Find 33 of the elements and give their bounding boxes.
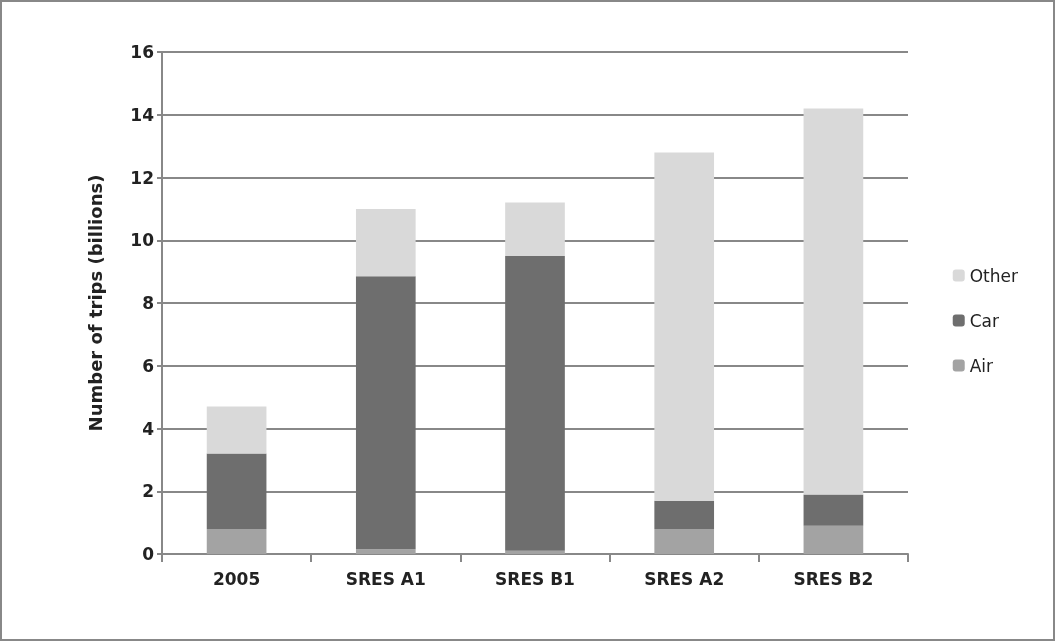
x-tick-label: SRES A1 xyxy=(345,568,426,589)
bar xyxy=(505,255,565,551)
bar xyxy=(355,276,416,550)
y-tick-label: 4 xyxy=(142,418,155,439)
y-axis-title: Number of trips (billions) xyxy=(84,174,106,432)
bar xyxy=(355,208,416,277)
bar xyxy=(505,550,565,554)
y-tick-label: 10 xyxy=(130,230,155,251)
bar xyxy=(206,453,267,529)
legend-label: Air xyxy=(969,355,994,376)
y-tick-label: 0 xyxy=(142,544,155,564)
bar xyxy=(654,500,715,529)
bar xyxy=(654,152,715,501)
y-tick-label: 16 xyxy=(130,42,154,62)
x-tick-label: 2005 xyxy=(212,568,261,589)
bar xyxy=(803,108,864,495)
bar xyxy=(654,528,715,554)
bar xyxy=(355,549,416,554)
y-tick-label: 14 xyxy=(130,104,155,125)
y-tick-label: 2 xyxy=(142,481,154,502)
bar xyxy=(206,406,267,454)
bar xyxy=(803,494,864,526)
bar xyxy=(206,528,267,554)
x-tick-label: SRES B1 xyxy=(495,568,575,589)
legend-label: Car xyxy=(969,310,1000,331)
x-tick-label: SRES A2 xyxy=(644,568,725,589)
y-tick-label: 8 xyxy=(142,293,154,313)
legend-label: Other xyxy=(969,265,1019,286)
bar xyxy=(505,202,565,256)
x-tick-label: SRES B2 xyxy=(793,568,874,589)
y-tick-label: 12 xyxy=(130,167,154,188)
bar xyxy=(803,525,864,554)
y-tick-label: 6 xyxy=(142,355,154,376)
